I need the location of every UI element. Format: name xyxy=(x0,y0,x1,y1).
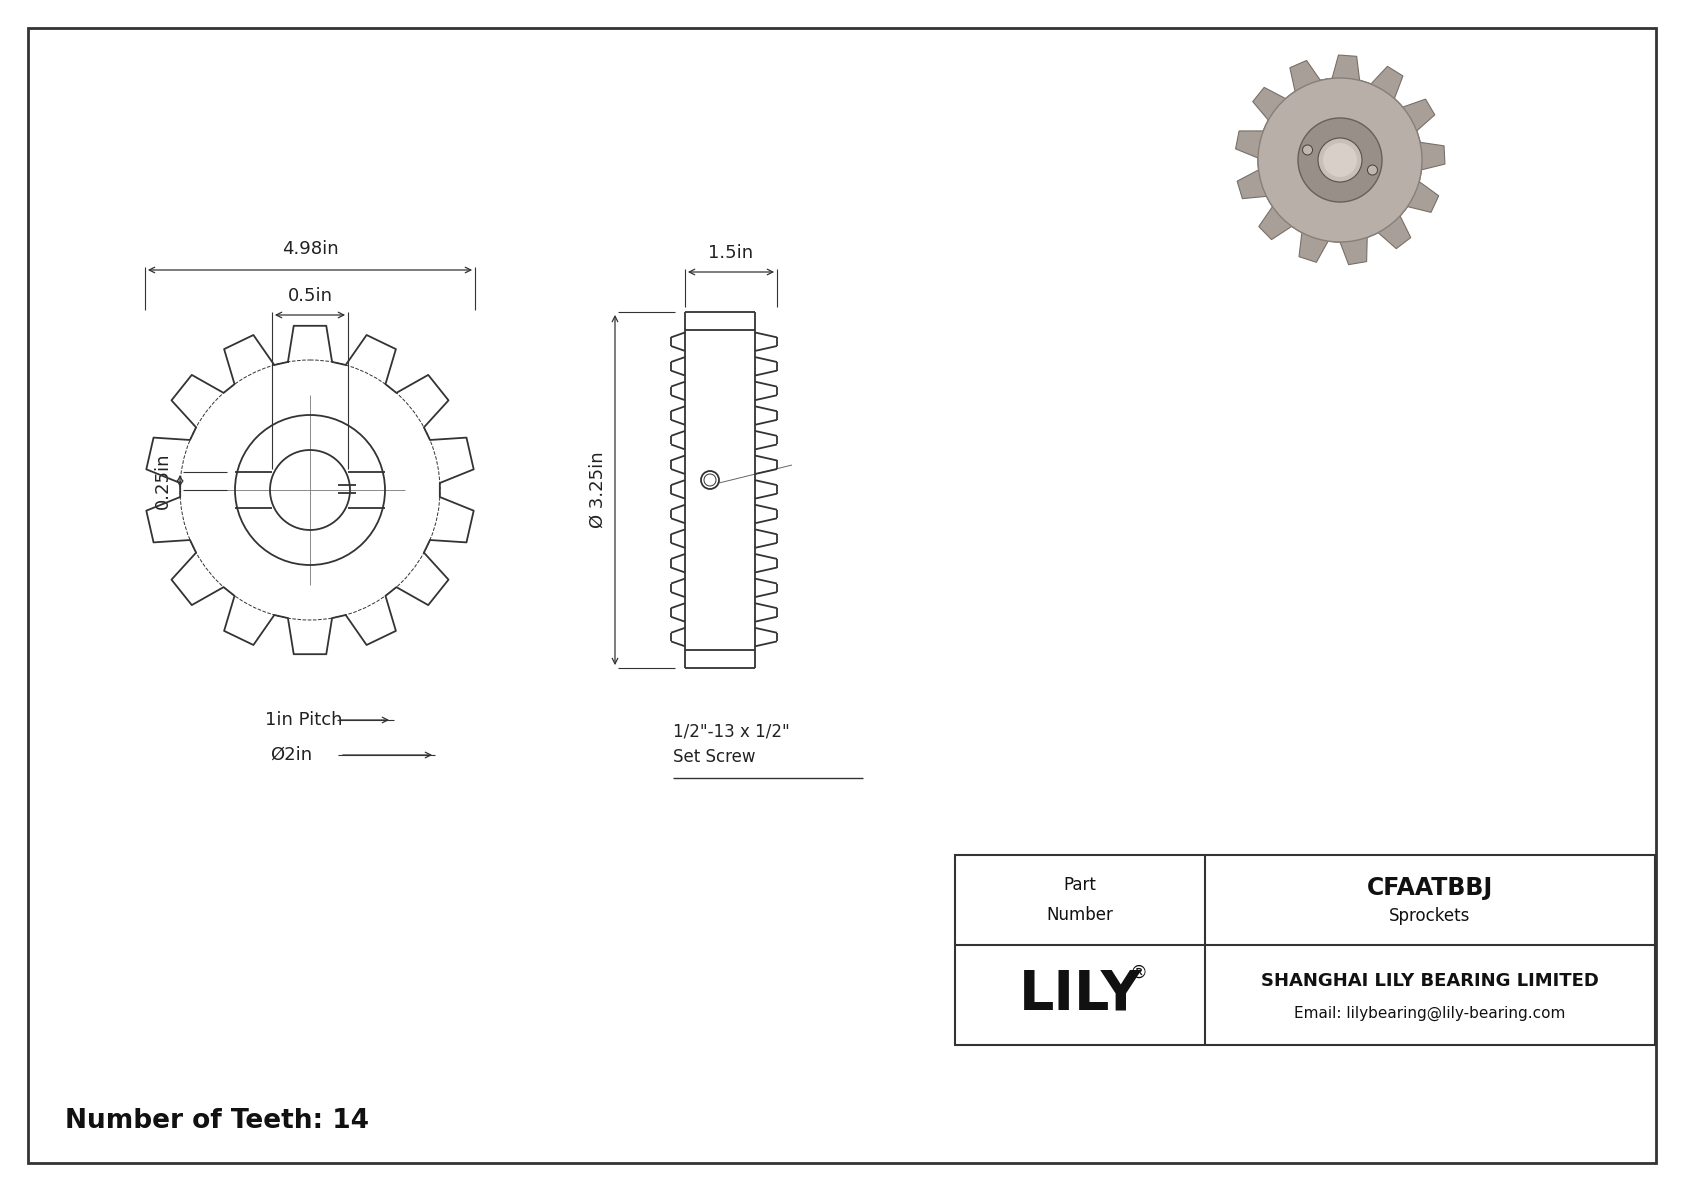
Circle shape xyxy=(1258,77,1421,242)
Text: 1/2"-13 x 1/2"
Set Screw: 1/2"-13 x 1/2" Set Screw xyxy=(674,723,790,766)
Text: Sprockets: Sprockets xyxy=(1389,908,1470,925)
Text: ®: ® xyxy=(1128,964,1147,983)
Text: 1in Pitch: 1in Pitch xyxy=(264,711,342,729)
Text: Email: lilybearing@lily-bearing.com: Email: lilybearing@lily-bearing.com xyxy=(1295,1005,1566,1021)
Circle shape xyxy=(1324,143,1357,177)
Text: CFAATBBJ: CFAATBBJ xyxy=(1367,877,1494,900)
Text: 0.5in: 0.5in xyxy=(288,287,332,305)
Text: Ø 3.25in: Ø 3.25in xyxy=(589,451,606,529)
Text: 1.5in: 1.5in xyxy=(709,244,753,262)
Text: Number of Teeth: 14: Number of Teeth: 14 xyxy=(66,1108,369,1134)
Text: LILY: LILY xyxy=(1019,968,1142,1022)
Text: Part
Number: Part Number xyxy=(1046,877,1113,923)
Bar xyxy=(955,855,1655,1045)
Circle shape xyxy=(1258,77,1421,242)
Text: 4.98in: 4.98in xyxy=(281,241,338,258)
Circle shape xyxy=(1302,145,1312,155)
Polygon shape xyxy=(1236,55,1445,264)
Text: SHANGHAI LILY BEARING LIMITED: SHANGHAI LILY BEARING LIMITED xyxy=(1261,972,1598,990)
Text: 0.25in: 0.25in xyxy=(153,453,172,510)
Text: Ø2in: Ø2in xyxy=(269,746,312,763)
Circle shape xyxy=(1367,166,1378,175)
Circle shape xyxy=(1298,118,1383,202)
Circle shape xyxy=(1319,138,1362,182)
